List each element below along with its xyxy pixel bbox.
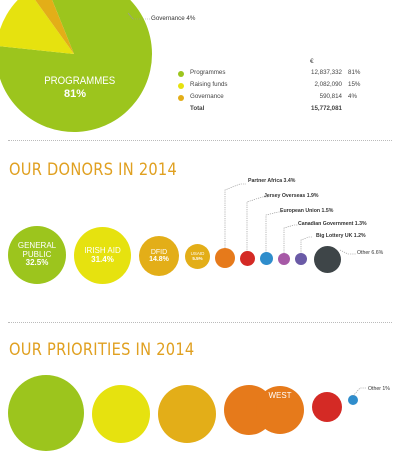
donor-bubble-canadian-government bbox=[278, 253, 290, 265]
legend-total-row: Total 15,772,081 bbox=[178, 104, 390, 116]
pie-slice-governance bbox=[35, 0, 74, 54]
callout-other: Other 6.6% bbox=[357, 250, 384, 256]
bubble-label: PUBLIC bbox=[22, 249, 52, 259]
bubble-label: USAID bbox=[190, 250, 205, 256]
legend-name: Programmes bbox=[190, 69, 226, 76]
donor-bubble-jersey-overseas bbox=[240, 251, 255, 266]
donor-bubble-european-union bbox=[260, 252, 273, 265]
donor-bubble-dfid: DFID 14.8% bbox=[139, 236, 179, 276]
legend-name: Raising funds bbox=[190, 81, 228, 88]
donor-bubble-partner-africa bbox=[215, 248, 235, 268]
callout-line-other bbox=[339, 249, 356, 255]
legend-total-amount: 15,772,081 bbox=[311, 105, 342, 112]
governance-callout: Governance 4% bbox=[151, 15, 196, 22]
legend-amount: 590,814 bbox=[319, 93, 342, 100]
donors-title: OUR DONORS IN 2014 bbox=[9, 160, 178, 180]
legend-total-label: Total bbox=[190, 105, 205, 112]
pie-slice-programmes bbox=[0, 0, 152, 132]
priority-callout-lines bbox=[352, 387, 366, 397]
donor-callout-lines bbox=[224, 183, 356, 256]
legend-percent: 4% bbox=[348, 93, 357, 100]
legend-row: Governance 590,814 4% bbox=[178, 92, 390, 104]
donor-bubble-big-lottery bbox=[295, 253, 307, 265]
raising-funds-swatch bbox=[178, 82, 184, 89]
bubble-label: GENERAL bbox=[17, 241, 57, 251]
section-divider bbox=[8, 140, 392, 141]
donor-bubble-irish-aid: IRISH AID 31.4% bbox=[74, 227, 131, 284]
callout-line-partner-africa bbox=[224, 183, 246, 250]
pie-slice-raising-funds bbox=[0, 0, 74, 54]
callout-line-canadian bbox=[283, 224, 298, 255]
callout-jersey-overseas: Jersey Overseas 1.9% bbox=[264, 193, 319, 199]
callout-line-eu bbox=[265, 211, 282, 255]
legend-row: Raising funds 2,082,090 15% bbox=[178, 80, 390, 92]
callout-big-lottery: Big Lottery UK 1.2% bbox=[316, 233, 366, 239]
bubble-percent: 5.5% bbox=[192, 255, 203, 261]
legend-amount: 12,837,332 bbox=[311, 69, 342, 76]
callout-canadian-government: Canadian Government 1.3% bbox=[298, 221, 367, 227]
callout-priority-other: Other 1% bbox=[368, 386, 390, 392]
bubble-percent: 31.4% bbox=[91, 254, 114, 264]
section-divider bbox=[8, 322, 392, 323]
priorities-title: OUR PRIORITIES IN 2014 bbox=[9, 340, 195, 360]
callout-line-big-lottery bbox=[300, 236, 313, 256]
legend-amount: 2,082,090 bbox=[314, 81, 342, 88]
bubble-percent: 32.5% bbox=[25, 258, 49, 268]
bubble-label: IRISH AID bbox=[84, 246, 121, 256]
callout-european-union: European Union 1.5% bbox=[280, 208, 334, 214]
pie-main-label: PROGRAMMES bbox=[44, 75, 116, 87]
governance-swatch bbox=[178, 94, 184, 101]
governance-callout-tick bbox=[127, 12, 134, 20]
legend-row: Programmes 12,837,332 81% bbox=[178, 68, 390, 80]
programmes-swatch bbox=[178, 70, 184, 77]
expenditure-pie-chart bbox=[0, 0, 152, 132]
bubble-label: DFID bbox=[150, 248, 168, 256]
currency-symbol: € bbox=[310, 58, 314, 65]
pie-main-percent: 81% bbox=[63, 88, 87, 100]
bubble-percent: 14.8% bbox=[149, 256, 169, 263]
donor-bubble-general-public: GENERAL PUBLIC 32.5% bbox=[8, 226, 66, 284]
bubble-label: WEST bbox=[268, 391, 292, 400]
legend-name: Governance bbox=[190, 93, 224, 100]
legend-percent: 15% bbox=[348, 81, 361, 88]
legend-percent: 81% bbox=[348, 69, 361, 76]
donor-bubble-other bbox=[314, 246, 341, 273]
callout-partner-africa: Partner Africa 3.4% bbox=[248, 178, 296, 184]
donor-bubble-usaid: USAID 5.5% bbox=[185, 244, 210, 269]
callout-line-jersey bbox=[246, 196, 268, 252]
callout-line-priority-other bbox=[352, 387, 366, 397]
